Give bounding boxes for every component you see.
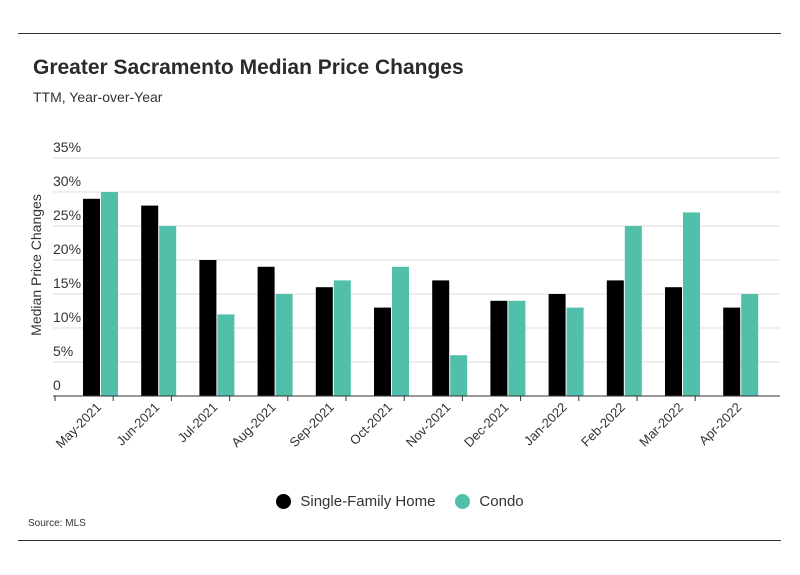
x-axis-ticks: May-2021 Jun-2021 Jul-2021 Aug-2021 Sep-2021… — [53, 400, 745, 451]
bar-condo-oct-2021 — [392, 266, 409, 396]
x-axis — [53, 395, 780, 401]
bar-single-family-oct-2021 — [374, 307, 391, 396]
y-tick-label: 15% — [53, 275, 81, 291]
y-axis-ticks: 0 5% 10% 15% 20% 25% 30% 35% — [53, 139, 81, 393]
y-axis-label: Median Price Changes — [28, 194, 44, 336]
x-tick-label: Jul-2021 — [175, 400, 221, 446]
y-tick-label: 30% — [53, 173, 81, 189]
y-tick-label: 35% — [53, 139, 81, 155]
bar-condo-sep-2021 — [333, 280, 351, 396]
legend-swatch-black — [276, 494, 292, 509]
y-tick-label: 5% — [53, 343, 73, 359]
x-tick-label: Nov-2021 — [403, 400, 453, 450]
bar-condo-nov-2021 — [450, 355, 468, 396]
y-tick-label: 20% — [53, 241, 81, 257]
bar-condo-mar-2022 — [683, 212, 700, 396]
bar-condo-jan-2022 — [566, 307, 584, 396]
legend-label: Condo — [479, 493, 524, 510]
bar-condo-aug-2021 — [275, 294, 293, 396]
bar-single-family-jul-2021 — [199, 260, 217, 396]
chart-subtitle: TTM, Year-over-Year — [33, 89, 163, 105]
bar-single-family-jun-2021 — [141, 205, 159, 396]
bar-condo-apr-2022 — [741, 294, 759, 396]
bar-single-family-mar-2022 — [665, 287, 682, 396]
y-tick-label: 0 — [53, 377, 61, 393]
bar-single-family-aug-2021 — [257, 266, 275, 396]
top-rule — [18, 33, 781, 34]
bar-condo-may-2021 — [101, 192, 118, 396]
legend-label: Single-Family Home — [300, 493, 436, 510]
bar-single-family-dec-2021 — [490, 300, 508, 396]
x-tick-label: Mar-2022 — [636, 400, 686, 450]
x-tick-label: Dec-2021 — [461, 400, 511, 450]
chart-title: Greater Sacramento Median Price Changes — [33, 56, 464, 79]
bar-condo-feb-2022 — [624, 226, 642, 396]
bar-single-family-nov-2021 — [432, 280, 450, 396]
bar-single-family-feb-2022 — [606, 280, 624, 396]
bar-condo-jul-2021 — [217, 314, 235, 396]
x-tick-label: Oct-2021 — [347, 400, 395, 448]
y-tick-label: 10% — [53, 309, 81, 325]
bar-single-family-apr-2022 — [723, 307, 741, 396]
bar-single-family-sep-2021 — [315, 287, 333, 396]
x-tick-label: Jun-2021 — [113, 400, 162, 449]
x-tick-label: Apr-2022 — [696, 400, 744, 448]
x-tick-label: Feb-2022 — [578, 400, 628, 450]
bottom-rule — [18, 540, 781, 541]
bar-condo-dec-2021 — [508, 300, 526, 396]
y-tick-label: 25% — [53, 207, 81, 223]
x-tick-label: Jan-2022 — [521, 400, 570, 449]
bar-single-family-may-2021 — [83, 198, 100, 396]
x-tick-label: Sep-2021 — [286, 400, 336, 450]
bar-single-family-jan-2022 — [548, 294, 566, 396]
legend-item-single-family: Single-Family Home — [276, 493, 435, 510]
bar-condo-jun-2021 — [159, 226, 177, 396]
chart-legend: Single-Family Home Condo — [0, 493, 800, 510]
legend-swatch-teal — [455, 494, 471, 509]
x-tick-label: Aug-2021 — [228, 400, 278, 450]
x-tick-label: May-2021 — [53, 400, 104, 451]
bars — [83, 192, 759, 396]
source-note: Source: MLS — [28, 518, 86, 529]
legend-item-condo: Condo — [455, 493, 524, 510]
gridlines — [53, 157, 780, 363]
